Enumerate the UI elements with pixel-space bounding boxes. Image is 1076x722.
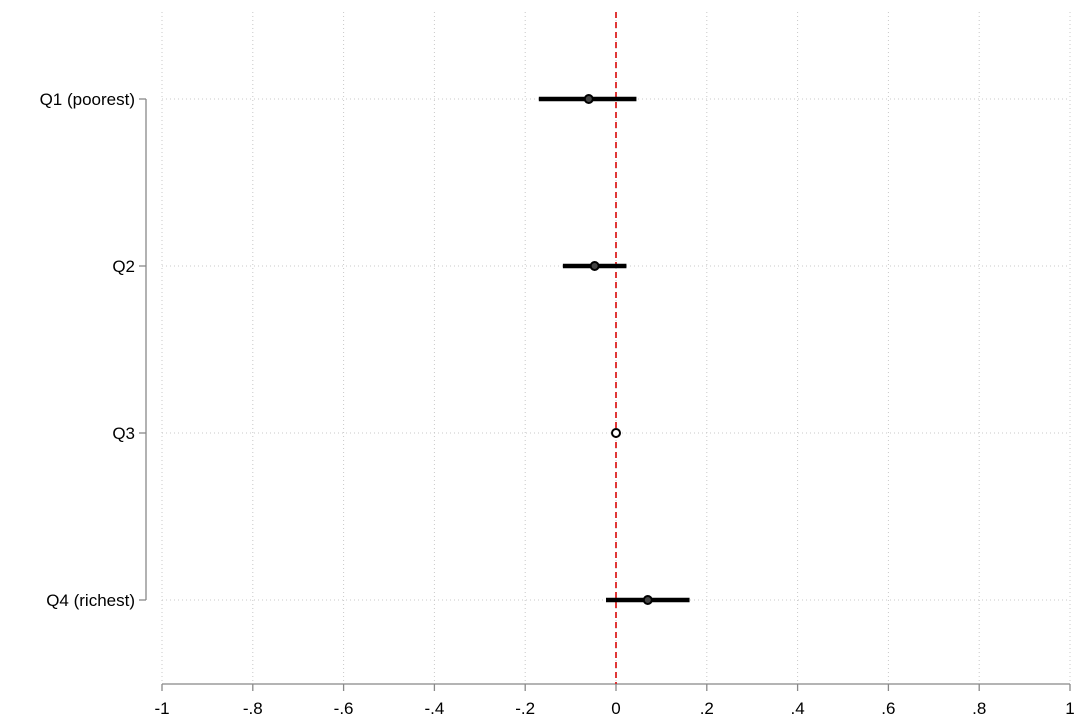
x-tick-label: -.8 <box>243 699 263 718</box>
x-tick-label: .8 <box>972 699 986 718</box>
x-axis-ticks <box>161 684 1071 691</box>
y-category-label: Q1 (poorest) <box>40 90 135 109</box>
point-estimate-marker <box>642 595 653 605</box>
x-axis-tick-labels: -1 -.8 -.6 -.4 -.2 0 .2 .4 .6 .8 1 <box>154 699 1074 718</box>
horizontal-gridlines <box>162 98 1070 601</box>
x-tick-label: 1 <box>1065 699 1074 718</box>
confidence-interval-bars <box>538 96 690 603</box>
x-tick-label: -1 <box>154 699 169 718</box>
y-axis-category-labels: Q1 (poorest) Q2 Q3 Q4 (richest) <box>40 90 135 610</box>
y-category-label: Q4 (richest) <box>46 591 135 610</box>
point-estimate-markers <box>583 94 653 605</box>
x-tick-label: -.6 <box>334 699 354 718</box>
y-category-label: Q2 <box>112 257 135 276</box>
y-category-label: Q3 <box>112 424 135 443</box>
x-tick-label: -.2 <box>515 699 535 718</box>
x-tick-label: -.4 <box>424 699 444 718</box>
point-estimate-marker <box>589 261 600 271</box>
x-tick-label: .2 <box>700 699 714 718</box>
x-tick-label: .4 <box>791 699 805 718</box>
point-estimate-marker <box>583 94 594 104</box>
reference-category-marker <box>611 428 621 438</box>
y-axis-ticks <box>139 98 146 601</box>
x-tick-label: .6 <box>881 699 895 718</box>
x-tick-label: 0 <box>611 699 620 718</box>
